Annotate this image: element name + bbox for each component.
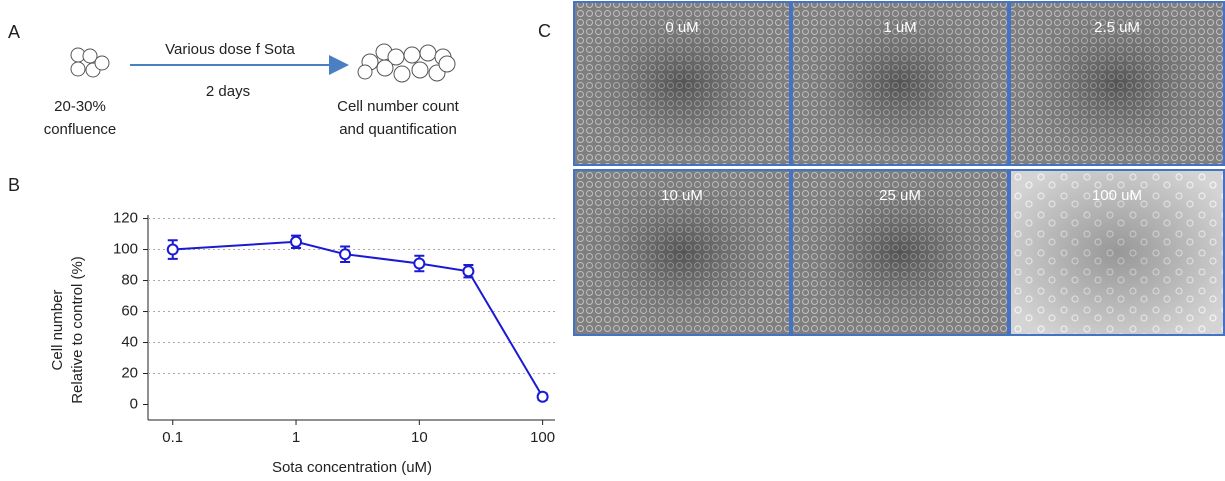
image-label: 2.5 uM xyxy=(1094,19,1140,36)
vignette xyxy=(574,2,790,165)
panel-label: B xyxy=(8,175,20,195)
image-label: 100 uM xyxy=(1092,187,1142,204)
panel-label: A xyxy=(8,22,20,42)
x-axis-label: Sota concentration (uM) xyxy=(272,459,432,476)
duration: 2 days xyxy=(206,83,250,100)
start-label: confluence xyxy=(44,121,117,138)
y-tick-label: 0 xyxy=(130,395,138,412)
point xyxy=(290,235,303,248)
y-axis-label: Relative to control (%) xyxy=(69,256,86,404)
image-label: 25 uM xyxy=(879,187,921,204)
x-tick-label: 0.1 xyxy=(162,429,183,446)
line xyxy=(172,240,544,398)
end-label: Cell number count xyxy=(337,98,460,115)
point xyxy=(339,248,352,261)
y-tick-label: 20 xyxy=(121,364,138,381)
y-axis-label: Cell number xyxy=(49,290,66,371)
image-label: 0 uM xyxy=(665,19,698,36)
end-label: and quantification xyxy=(339,121,457,138)
vignette xyxy=(574,170,790,335)
y-tick-label: 100 xyxy=(113,241,138,258)
point xyxy=(462,265,475,278)
cells-start xyxy=(70,47,110,78)
frame xyxy=(573,169,791,336)
micrographs: 0 uM 1 uM 2.5 uM 10 uM 25 uM 100 uM xyxy=(573,1,1225,336)
x-tick-label: 1 xyxy=(292,429,300,446)
vignette xyxy=(1010,2,1224,165)
vignette xyxy=(792,2,1008,165)
arrow-label: Various dose f Sota xyxy=(165,41,295,58)
frame xyxy=(1009,1,1225,166)
point xyxy=(166,243,179,256)
frame xyxy=(1009,169,1225,336)
frame xyxy=(791,169,1009,336)
vignette xyxy=(1010,170,1224,335)
x-tick-label: 10 xyxy=(411,429,428,446)
image-label: 1 uM xyxy=(883,19,916,36)
cells-end xyxy=(357,43,456,83)
x-tick-label: 100 xyxy=(530,429,555,446)
y-tick-label: 80 xyxy=(121,272,138,289)
vignette xyxy=(792,170,1008,335)
y-tick-label: 60 xyxy=(121,302,138,319)
y-tick-label: 120 xyxy=(113,210,138,227)
frame xyxy=(573,1,791,166)
frame xyxy=(791,1,1009,166)
point xyxy=(413,257,426,270)
point xyxy=(536,390,549,403)
start-label: 20-30% xyxy=(54,98,106,115)
y-tick-label: 40 xyxy=(121,333,138,350)
image-label: 10 uM xyxy=(661,187,703,204)
panel-label: C xyxy=(538,21,551,41)
